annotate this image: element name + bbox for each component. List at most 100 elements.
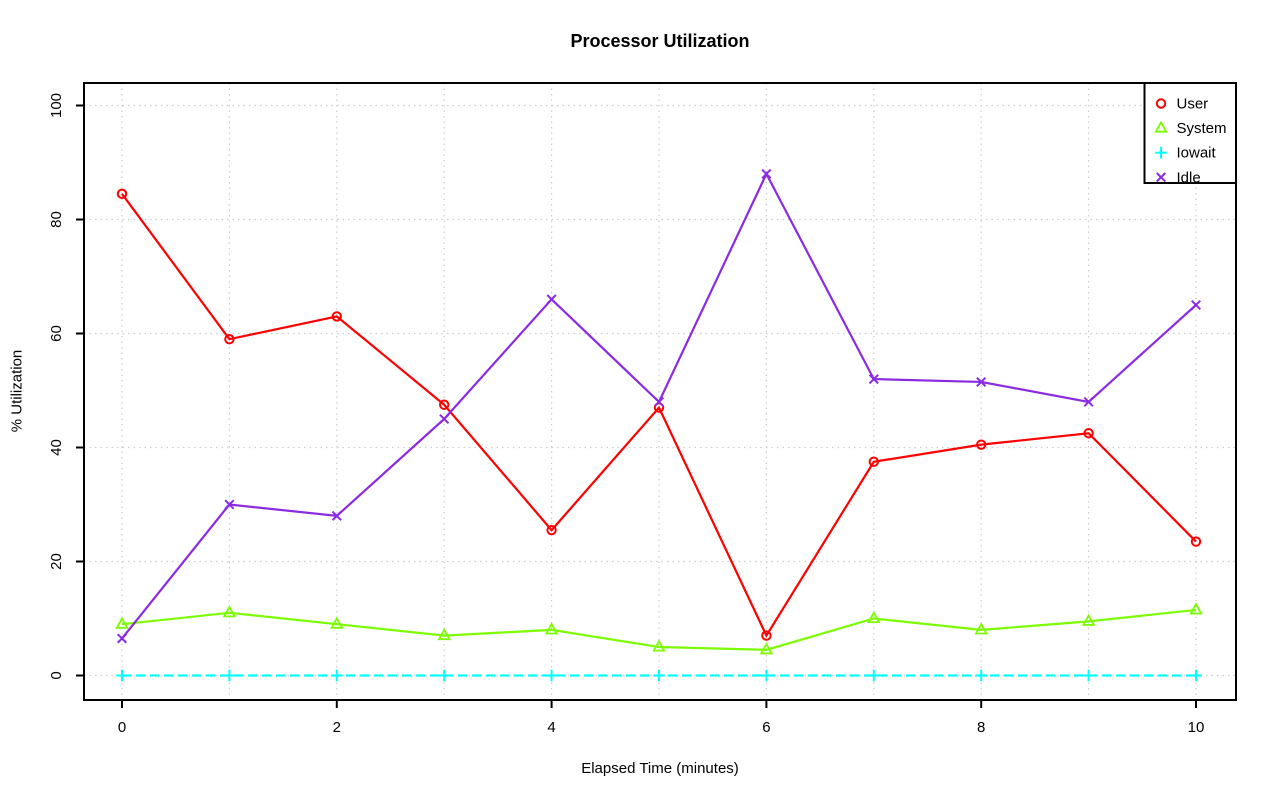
- circle-marker-shape: [868, 456, 879, 467]
- marker-iowait: [116, 669, 128, 682]
- triangle-marker-shape: [330, 616, 344, 629]
- marker-user: [224, 334, 235, 345]
- marker-system: [544, 622, 559, 635]
- legend-label-user: User: [1177, 96, 1209, 113]
- marker-iowait: [867, 669, 880, 682]
- x-marker-shape: [546, 294, 557, 305]
- marker-idle: [976, 376, 987, 387]
- marker-iowait: [760, 669, 773, 682]
- x-tick-label: 2: [333, 719, 341, 736]
- marker-idle: [653, 396, 665, 407]
- marker-user: [1190, 536, 1202, 547]
- circle-marker-shape: [1190, 536, 1202, 547]
- triangle-marker-shape: [115, 616, 129, 629]
- marker-system: [759, 642, 774, 655]
- marker-user: [439, 399, 450, 410]
- y-axis-title: % Utilization: [8, 349, 26, 433]
- marker-iowait: [438, 669, 451, 682]
- y-tick-label: 60: [48, 325, 65, 342]
- marker-idle: [1190, 299, 1202, 311]
- y-tick-label: 0: [48, 671, 65, 679]
- plot-border: [83, 82, 1237, 701]
- x-marker-shape: [116, 633, 128, 644]
- x-marker-shape: [653, 396, 665, 407]
- series-line-user: [121, 193, 1197, 638]
- marker-idle: [116, 633, 128, 644]
- marker-idle: [224, 499, 235, 510]
- marker-idle: [1083, 396, 1094, 407]
- y-tick-label: 100: [48, 93, 65, 118]
- x-marker-shape: [439, 413, 450, 425]
- marker-system: [1081, 613, 1096, 626]
- marker-system: [330, 616, 344, 629]
- triangle-marker-shape: [1189, 602, 1203, 615]
- x-marker-shape: [976, 376, 987, 387]
- legend-marker-user: [1155, 98, 1167, 109]
- x-marker-shape: [331, 510, 342, 521]
- legend-label-iowait: Iowait: [1177, 145, 1217, 162]
- circle-marker-shape: [1155, 98, 1167, 109]
- triangle-marker-shape: [437, 627, 451, 641]
- legend-label-idle: Idle: [1177, 169, 1201, 186]
- x-marker-shape: [224, 499, 235, 510]
- x-tick-label: 0: [118, 719, 126, 736]
- triangle-marker-shape: [759, 642, 774, 655]
- triangle-marker-shape: [222, 605, 237, 618]
- triangle-marker-shape: [974, 622, 988, 635]
- x-tick-label: 8: [977, 719, 985, 736]
- x-marker-shape: [1190, 299, 1202, 311]
- marker-system: [1189, 602, 1203, 615]
- y-tick-label: 40: [48, 439, 65, 456]
- marker-iowait: [1190, 669, 1202, 682]
- triangle-marker-shape: [867, 610, 881, 623]
- marker-iowait: [975, 669, 988, 682]
- marker-system: [974, 622, 988, 635]
- marker-user: [976, 439, 987, 450]
- x-tick-label: 4: [547, 719, 555, 736]
- x-marker-shape: [1155, 172, 1167, 183]
- marker-idle: [546, 294, 557, 305]
- marker-user: [868, 456, 879, 467]
- circle-marker-shape: [1083, 428, 1094, 439]
- marker-user: [546, 524, 557, 536]
- legend-marker-idle: [1155, 172, 1167, 183]
- marker-system: [652, 639, 666, 652]
- circle-marker-shape: [976, 439, 987, 450]
- marker-iowait: [330, 669, 343, 682]
- circle-marker-shape: [439, 399, 450, 410]
- circle-marker-shape: [331, 311, 342, 322]
- marker-system: [867, 610, 881, 623]
- circle-marker-shape: [116, 188, 128, 200]
- legend-marker-system: [1154, 120, 1168, 133]
- triangle-marker-shape: [1154, 120, 1168, 133]
- triangle-marker-shape: [1081, 613, 1096, 626]
- circle-marker-shape: [761, 630, 772, 641]
- marker-user: [1083, 428, 1094, 439]
- chart-title: Processor Utilization: [570, 31, 750, 51]
- marker-user: [116, 188, 128, 200]
- marker-user: [331, 311, 342, 322]
- circle-marker-shape: [224, 334, 235, 345]
- legend-marker-iowait: [1155, 146, 1167, 159]
- marker-idle: [439, 413, 450, 425]
- y-tick-label: 20: [48, 553, 65, 570]
- marker-user: [761, 630, 772, 641]
- legend-label-system: System: [1177, 120, 1227, 137]
- x-axis-title: Elapsed Time (minutes): [581, 760, 739, 777]
- marker-iowait: [653, 669, 665, 682]
- marker-idle: [331, 510, 342, 521]
- marker-idle: [761, 168, 772, 179]
- circle-marker-shape: [546, 524, 557, 536]
- x-marker-shape: [868, 374, 879, 385]
- marker-iowait: [545, 669, 558, 682]
- y-tick-label: 80: [48, 211, 65, 228]
- x-marker-shape: [1083, 396, 1094, 407]
- triangle-marker-shape: [652, 639, 666, 652]
- marker-system: [437, 627, 451, 641]
- triangle-marker-shape: [544, 622, 559, 635]
- series-line-system: [121, 608, 1197, 651]
- marker-iowait: [223, 669, 236, 682]
- marker-iowait: [1082, 669, 1095, 682]
